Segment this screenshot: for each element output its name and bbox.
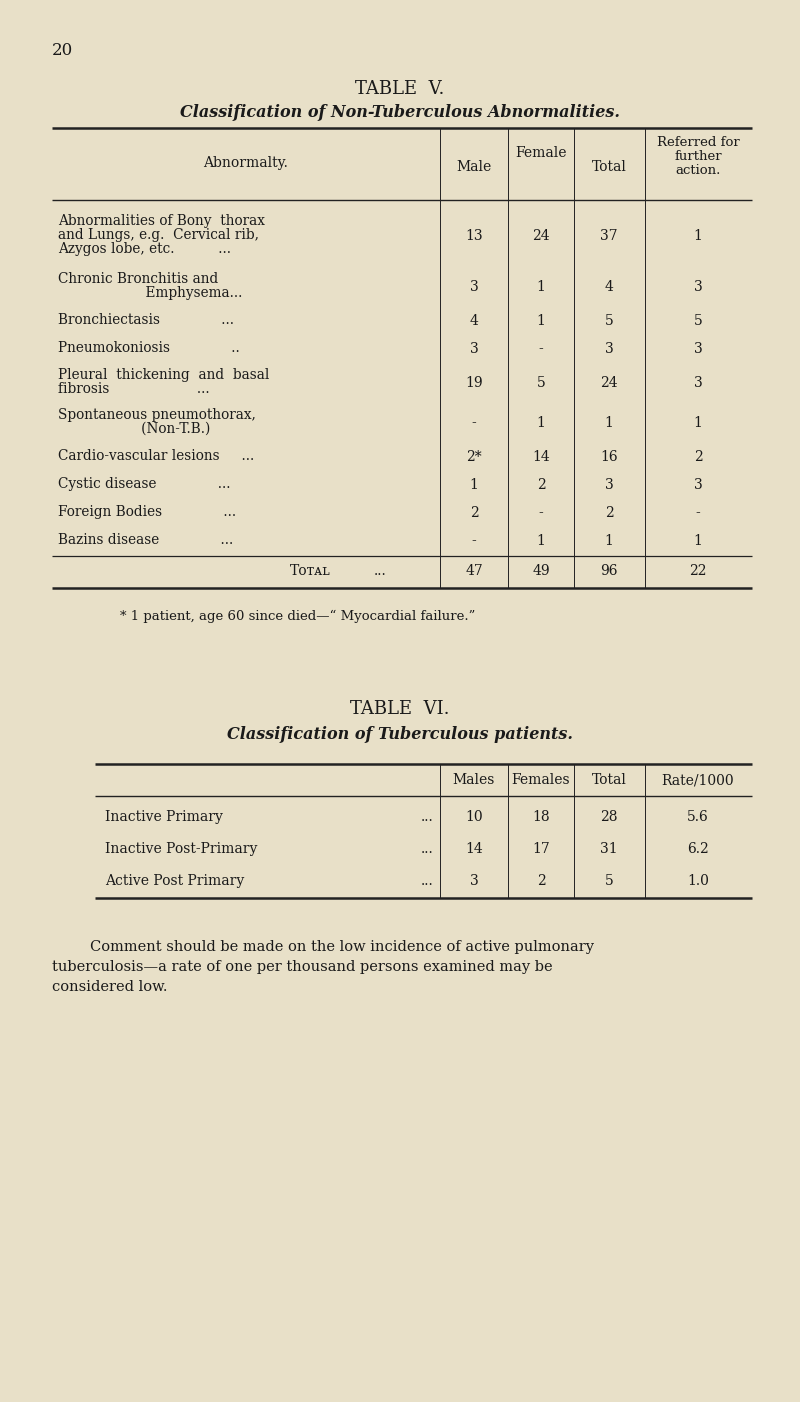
Text: Classification of Tuberculous patients.: Classification of Tuberculous patients. [227,726,573,743]
Text: Abnormalty.: Abnormalty. [203,156,289,170]
Text: ...: ... [422,810,434,824]
Text: Azygos lobe, etc.          ...: Azygos lobe, etc. ... [58,243,231,257]
Text: 19: 19 [465,376,483,390]
Text: 16: 16 [600,450,618,464]
Text: 14: 14 [465,843,483,857]
Text: 28: 28 [600,810,618,824]
Text: 2: 2 [537,478,546,492]
Text: -: - [538,506,543,520]
Text: 24: 24 [532,229,550,243]
Text: -: - [472,416,476,430]
Text: 37: 37 [600,229,618,243]
Text: 3: 3 [694,280,702,294]
Text: ...: ... [374,564,386,578]
Text: 17: 17 [532,843,550,857]
Text: 1: 1 [694,416,702,430]
Text: 3: 3 [605,478,614,492]
Text: TABLE  VI.: TABLE VI. [350,700,450,718]
Text: 1: 1 [470,478,478,492]
Text: Classification of Non-Tuberculous Abnormalities.: Classification of Non-Tuberculous Abnorm… [180,104,620,121]
Text: 1: 1 [694,534,702,548]
Text: Male: Male [456,160,492,174]
Text: 3: 3 [694,342,702,356]
Text: 2: 2 [694,450,702,464]
Text: 24: 24 [600,376,618,390]
Text: considered low.: considered low. [52,980,167,994]
Text: further: further [674,150,722,163]
Text: ...: ... [422,873,434,887]
Text: 4: 4 [605,280,614,294]
Text: Total: Total [591,160,626,174]
Text: 1: 1 [605,534,614,548]
Text: -: - [538,342,543,356]
Text: 2: 2 [605,506,614,520]
Text: * 1 patient, age 60 since died—“ Myocardial failure.”: * 1 patient, age 60 since died—“ Myocard… [120,610,475,624]
Text: (Non-T.B.): (Non-T.B.) [58,422,210,436]
Text: 3: 3 [470,280,478,294]
Text: 3: 3 [605,342,614,356]
Text: -: - [696,506,700,520]
Text: 49: 49 [532,564,550,578]
Text: Emphysema...: Emphysema... [58,286,242,300]
Text: Pleural  thickening  and  basal: Pleural thickening and basal [58,367,270,381]
Text: Bazins disease              ...: Bazins disease ... [58,533,234,547]
Text: Foreign Bodies              ...: Foreign Bodies ... [58,505,236,519]
Text: action.: action. [675,164,721,177]
Text: Cardio-vascular lesions     ...: Cardio-vascular lesions ... [58,449,254,463]
Text: 4: 4 [470,314,478,328]
Text: 2: 2 [537,873,546,887]
Text: 10: 10 [465,810,483,824]
Text: 5: 5 [605,314,614,328]
Text: Comment should be made on the low incidence of active pulmonary: Comment should be made on the low incide… [90,939,594,953]
Text: Tᴏᴛᴀʟ: Tᴏᴛᴀʟ [290,564,330,578]
Text: 3: 3 [470,873,478,887]
Text: Pneumokoniosis              ..: Pneumokoniosis .. [58,341,240,355]
Text: ...: ... [422,843,434,857]
Text: Inactive Primary: Inactive Primary [105,810,223,824]
Text: Total: Total [591,773,626,787]
Text: -: - [472,534,476,548]
Text: Males: Males [453,773,495,787]
Text: 47: 47 [465,564,483,578]
Text: 1.0: 1.0 [687,873,709,887]
Text: tuberculosis—a rate of one per thousand persons examined may be: tuberculosis—a rate of one per thousand … [52,960,553,974]
Text: 3: 3 [694,478,702,492]
Text: Spontaneous pneumothorax,: Spontaneous pneumothorax, [58,408,256,422]
Text: 5: 5 [537,376,546,390]
Text: Abnormalities of Bony  thorax: Abnormalities of Bony thorax [58,215,265,229]
Text: Referred for: Referred for [657,136,739,149]
Text: Females: Females [512,773,570,787]
Text: 22: 22 [690,564,706,578]
Text: 20: 20 [52,42,74,59]
Text: and Lungs, e.g.  Cervical rib,: and Lungs, e.g. Cervical rib, [58,229,259,243]
Text: 31: 31 [600,843,618,857]
Text: Rate/1000: Rate/1000 [662,773,734,787]
Text: 1: 1 [605,416,614,430]
Text: 5: 5 [605,873,614,887]
Text: 5.6: 5.6 [687,810,709,824]
Text: 1: 1 [537,280,546,294]
Text: Cystic disease              ...: Cystic disease ... [58,477,230,491]
Text: 96: 96 [600,564,618,578]
Text: 14: 14 [532,450,550,464]
Text: TABLE  V.: TABLE V. [355,80,445,98]
Text: 2: 2 [470,506,478,520]
Text: 1: 1 [537,314,546,328]
Text: Active Post Primary: Active Post Primary [105,873,244,887]
Text: 18: 18 [532,810,550,824]
Text: 13: 13 [465,229,483,243]
Text: fibrosis                    ...: fibrosis ... [58,381,210,395]
Text: Chronic Bronchitis and: Chronic Bronchitis and [58,272,218,286]
Text: Inactive Post-Primary: Inactive Post-Primary [105,843,258,857]
Text: 2*: 2* [466,450,482,464]
Text: Bronchiectasis              ...: Bronchiectasis ... [58,313,234,327]
Text: Female: Female [515,146,566,160]
Text: 1: 1 [537,416,546,430]
Text: 1: 1 [537,534,546,548]
Text: 6.2: 6.2 [687,843,709,857]
Text: 1: 1 [694,229,702,243]
Text: 3: 3 [470,342,478,356]
Text: 3: 3 [694,376,702,390]
Text: 5: 5 [694,314,702,328]
